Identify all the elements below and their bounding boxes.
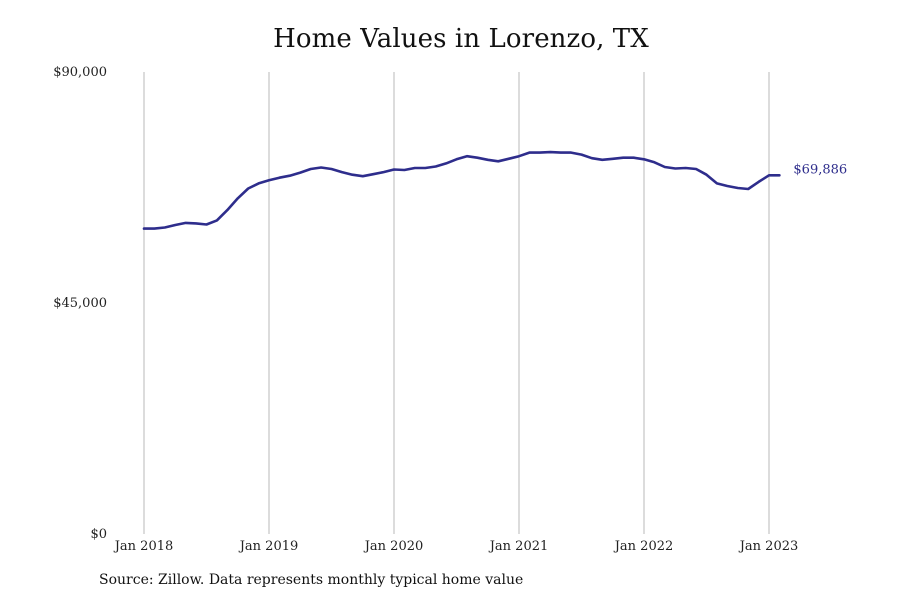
chart-title: Home Values in Lorenzo, TX [273, 24, 649, 54]
y-tick-label-2: $90,000 [53, 65, 107, 80]
source-note: Source: Zillow. Data represents monthly … [99, 572, 524, 588]
y-tick-label-1: $45,000 [53, 296, 107, 311]
latest-value-label: $69,886 [793, 162, 847, 177]
x-tick-label-1: Jan 2019 [238, 539, 299, 554]
vertical-grid-lines [143, 72, 770, 534]
x-tick-label-0: Jan 2018 [113, 539, 174, 554]
x-tick-label-4: Jan 2022 [613, 539, 674, 554]
x-tick-label-5: Jan 2023 [738, 539, 799, 554]
x-tick-label-3: Jan 2021 [488, 539, 549, 554]
y-tick-label-0: $0 [90, 527, 107, 542]
x-axis-tick-labels: Jan 2018 Jan 2019 Jan 2020 Jan 2021 Jan 2022… [113, 539, 799, 554]
x-tick-label-2: Jan 2020 [363, 539, 424, 554]
y-axis-tick-labels: $0 $45,000 $90,000 [53, 65, 107, 542]
home-value-line [142, 150, 781, 230]
